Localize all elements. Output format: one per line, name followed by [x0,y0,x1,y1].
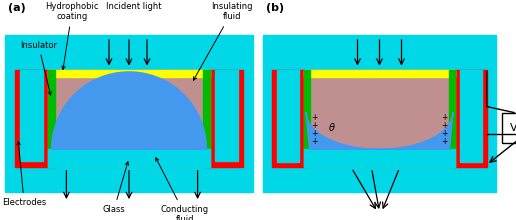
Text: $\theta$: $\theta$ [328,121,335,133]
Text: +: + [441,121,448,130]
Text: (b): (b) [266,3,284,13]
Bar [460,70,481,162]
Bar [449,70,455,167]
Bar [49,149,209,167]
Text: V: V [510,123,516,132]
Text: Insulator: Insulator [20,40,57,95]
Bar [502,113,516,143]
Bar [15,70,49,167]
Text: Glass: Glass [103,162,128,214]
Bar [49,70,209,167]
Bar [304,149,455,167]
Bar [263,35,496,192]
Text: Insulating
fluid: Insulating fluid [194,2,253,80]
Bar [49,70,209,77]
Polygon shape [306,112,453,149]
Text: Electrodes: Electrodes [2,141,46,207]
Text: +: + [311,121,318,130]
Bar [304,70,455,77]
Text: +: + [311,113,318,122]
Text: +: + [311,137,318,146]
Bar [304,70,455,167]
Text: +: + [311,129,318,138]
Bar [278,70,299,162]
Bar [5,35,253,192]
Text: (a): (a) [8,3,26,13]
Text: Incident light: Incident light [106,2,162,11]
Bar [455,70,487,167]
Text: +: + [441,113,448,122]
Text: +: + [441,137,448,146]
Bar [215,70,238,161]
Bar [209,70,243,167]
Text: Conducting
fluid: Conducting fluid [156,158,209,220]
Bar [20,70,43,161]
Bar [304,70,310,167]
Text: Hydrophobic
coating: Hydrophobic coating [45,2,99,69]
Bar [49,70,55,167]
Polygon shape [52,72,206,149]
Bar [203,70,209,167]
Text: +: + [441,129,448,138]
Bar [272,70,304,167]
